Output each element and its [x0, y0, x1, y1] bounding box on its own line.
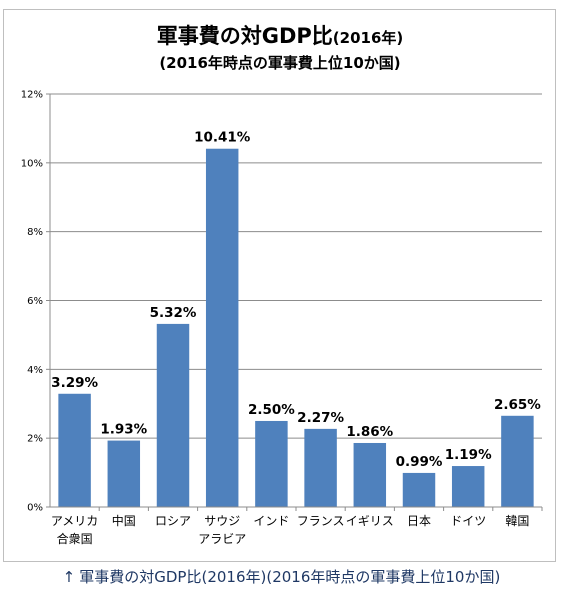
data-label: 1.93%: [100, 422, 147, 438]
x-tick-label: フランス: [297, 514, 345, 528]
chart-frame: 軍事費の対GDP比(2016年) (2016年時点の軍事費上位10か国) 3.2…: [3, 9, 556, 562]
chart-title-year: (2016年): [333, 29, 403, 47]
data-label: 3.29%: [51, 375, 98, 391]
y-tick-label: 6%: [27, 296, 43, 307]
data-label: 2.65%: [494, 397, 541, 413]
x-tick-label: イギリス: [346, 514, 394, 528]
bar: [402, 472, 436, 507]
caption-text: 軍事費の対GDP比(2016年)(2016年時点の軍事費上位10か国): [79, 568, 501, 586]
data-label: 1.19%: [445, 447, 492, 463]
bar: [353, 442, 387, 507]
y-tick-label: 10%: [21, 158, 43, 169]
y-tick-label: 8%: [27, 227, 43, 238]
bar-chart: 軍事費の対GDP比(2016年) (2016年時点の軍事費上位10か国) 3.2…: [21, 24, 543, 546]
bar: [501, 415, 534, 507]
chart-title: 軍事費の対GDP比(2016年): [157, 24, 404, 48]
bar: [304, 428, 337, 507]
x-tick-label: 日本: [407, 514, 431, 528]
gridlines: [50, 93, 542, 508]
y-tick-label: 12%: [21, 90, 43, 101]
bar: [156, 323, 190, 507]
y-tick-label: 0%: [27, 503, 43, 514]
data-label: 1.86%: [346, 424, 393, 440]
x-tick-label: アメリカ合衆国: [51, 514, 98, 546]
data-label: 0.99%: [396, 454, 443, 470]
bars: [58, 148, 534, 507]
x-tick-label: ドイツ: [450, 514, 486, 528]
chart-subtitle: (2016年時点の軍事費上位10か国): [159, 54, 400, 72]
bar: [451, 466, 485, 507]
chart-title-main: 軍事費の対GDP比: [157, 24, 333, 48]
y-tick-label: 2%: [27, 434, 43, 445]
bar: [107, 440, 141, 507]
bar: [58, 393, 91, 507]
up-arrow-icon: ↑: [62, 568, 76, 586]
x-tick-label: ロシア: [155, 514, 191, 528]
data-label: 2.50%: [248, 402, 295, 418]
x-tick-label: インド: [253, 514, 289, 528]
y-axis: 0% 2% 4% 6% 8% 10% 12%: [21, 90, 51, 514]
x-tick-label: 中国: [112, 513, 136, 528]
x-tick-label: サウジアラビア: [198, 514, 246, 546]
figure-caption: ↑ 軍事費の対GDP比(2016年)(2016年時点の軍事費上位10か国): [0, 566, 563, 587]
x-tick-label: 韓国: [505, 514, 529, 528]
data-label: 10.41%: [194, 130, 251, 146]
y-tick-label: 4%: [27, 365, 43, 376]
data-label: 2.27%: [297, 410, 344, 426]
data-labels: 3.29% 1.93% 5.32% 10.41% 2.50% 2.27%1.86%0.99…: [51, 130, 541, 470]
data-label: 5.32%: [150, 305, 197, 321]
bar: [255, 420, 288, 507]
bar: [205, 148, 239, 507]
